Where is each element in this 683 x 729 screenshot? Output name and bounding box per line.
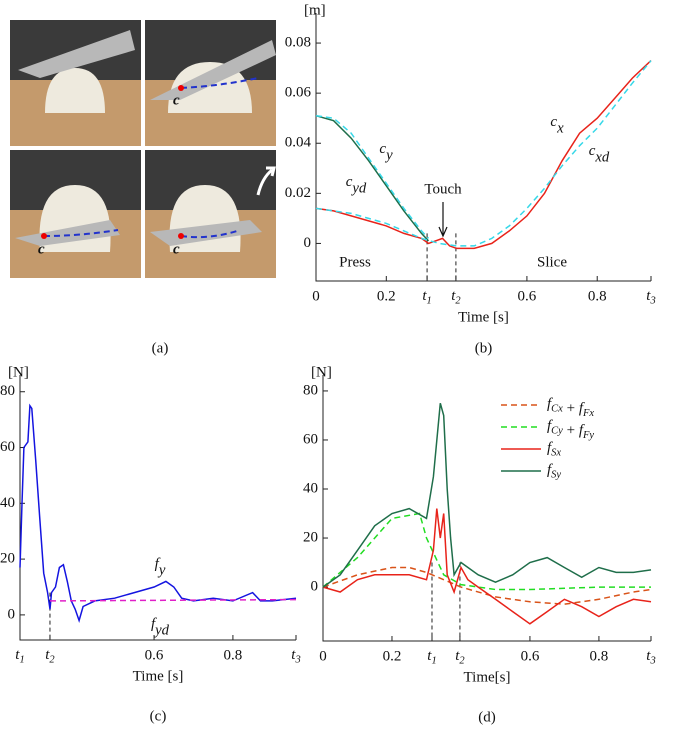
photo-panel: c c c (a) — [10, 20, 276, 356]
y-tick-label: 80 — [0, 383, 15, 399]
touch-arrow — [439, 202, 447, 236]
series-label: cy — [379, 141, 393, 163]
series-line — [323, 403, 651, 587]
y-axis-unit: [m] — [304, 2, 326, 18]
x-tick-label: t2 — [45, 647, 55, 665]
x-tick-label: t2 — [455, 648, 465, 666]
y-tick-label: 0.02 — [285, 185, 311, 201]
point-label: c — [173, 92, 180, 108]
x-tick-label: 0.2 — [377, 288, 396, 304]
y-tick-label: 60 — [0, 439, 15, 455]
legend-label: fSx — [547, 440, 561, 458]
y-tick-label: 60 — [303, 431, 318, 447]
x-tick-label: t1 — [15, 647, 24, 665]
contact-point — [178, 85, 184, 91]
caption: (c) — [150, 708, 167, 724]
x-axis-label: Time [s] — [133, 668, 184, 684]
y-tick-label: 0 — [304, 235, 312, 251]
y-tick-label: 0 — [311, 579, 319, 595]
series-label: cxd — [589, 143, 610, 165]
figure: c c c (a) 0 0.02 0.04 0.06 0.08 0 0.2 t1 t2 0.6 0.… — [0, 0, 683, 729]
y-tick-label: 0 — [8, 606, 16, 622]
x-tick-label: t1 — [422, 288, 431, 306]
series-line — [323, 509, 651, 624]
series-label: cx — [550, 114, 564, 136]
y-tick-label: 20 — [0, 551, 15, 567]
caption: (a) — [152, 340, 169, 356]
contact-point — [41, 233, 47, 239]
legend-label: fCy + fFy — [547, 418, 594, 441]
y-tick-label: 0.08 — [285, 34, 311, 50]
series-label: fy — [155, 556, 166, 578]
x-tick-label: 0.8 — [224, 647, 243, 663]
annotation: Touch — [424, 181, 462, 197]
caption: (b) — [475, 340, 493, 356]
y-tick-label: 0.06 — [285, 85, 312, 101]
x-tick-label: t3 — [646, 288, 655, 306]
x-tick-label: 0.6 — [518, 288, 537, 304]
x-tick-label: 0 — [319, 648, 327, 664]
x-tick-label: 0.8 — [590, 648, 609, 664]
x-axis-label: Time [s] — [458, 309, 509, 325]
annotation: Press — [339, 254, 371, 270]
y-tick-label: 0.04 — [285, 135, 312, 151]
y-tick-label: 40 — [0, 495, 15, 511]
x-axis-label: Time[s] — [464, 669, 511, 685]
point-label: c — [38, 241, 45, 257]
x-tick-label: t3 — [646, 648, 655, 666]
x-tick-label: 0.8 — [588, 288, 607, 304]
chart: 0 20 40 60 80 0 0.2 t1 t2 0.6 0.8 t3 [N] Time[s] (d) fC… — [303, 364, 656, 725]
point-label: c — [173, 241, 180, 257]
x-tick-label: 0.2 — [383, 648, 402, 664]
series-line — [20, 406, 296, 621]
chart: 0 0.02 0.04 0.06 0.08 0 0.2 t1 t2 0.6 0.8 t3 [m] Time… — [285, 2, 656, 356]
contact-point — [178, 233, 184, 239]
series-label: cyd — [346, 174, 367, 196]
x-tick-label: 0 — [312, 288, 320, 304]
x-tick-label: t1 — [427, 648, 436, 666]
y-tick-label: 40 — [303, 480, 318, 496]
annotation: Slice — [537, 254, 567, 270]
legend-label: fSy — [547, 462, 561, 480]
y-tick-label: 80 — [303, 382, 318, 398]
x-tick-label: t3 — [291, 647, 300, 665]
series-line — [323, 568, 651, 605]
y-axis-unit: [N] — [8, 364, 29, 380]
x-tick-label: 0.6 — [521, 648, 540, 664]
axis — [316, 13, 651, 281]
y-tick-label: 20 — [303, 529, 318, 545]
x-tick-label: 0.6 — [145, 647, 164, 663]
caption: (d) — [478, 709, 496, 725]
y-axis-unit: [N] — [311, 364, 332, 380]
legend-label: fCx + fFx — [547, 396, 594, 419]
axis — [323, 375, 651, 641]
x-tick-label: t2 — [451, 288, 461, 306]
